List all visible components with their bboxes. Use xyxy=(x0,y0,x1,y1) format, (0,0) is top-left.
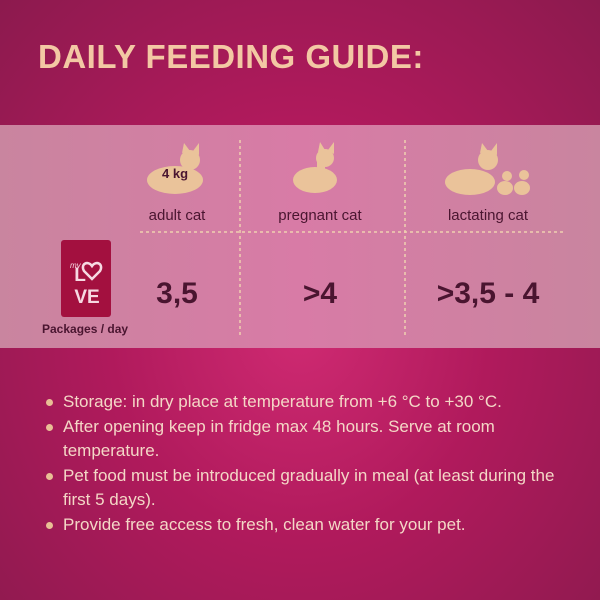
note-item: Pet food must be introduced gradually in… xyxy=(42,464,562,513)
title: DAILY FEEDING GUIDE: xyxy=(38,38,424,75)
column-header: pregnant cat xyxy=(278,207,362,224)
logo-small: my xyxy=(70,261,82,270)
logo-heart xyxy=(81,261,103,281)
logo-top: L xyxy=(74,265,86,286)
value: >3,5 - 4 xyxy=(436,277,540,310)
product-pouch xyxy=(61,240,111,317)
lactating-cats-icon xyxy=(445,143,530,195)
pregnant-cat-icon xyxy=(293,142,337,193)
column-header: lactating cat xyxy=(447,207,529,224)
note-item: Storage: in dry place at temperature fro… xyxy=(42,390,562,415)
notes-list: Storage: in dry place at temperature fro… xyxy=(42,390,562,537)
adult-cat-icon xyxy=(147,143,203,194)
value: >4 xyxy=(302,277,338,310)
note-item: Provide free access to fresh, clean wate… xyxy=(42,513,562,538)
weight-label: 4 kg xyxy=(162,166,189,181)
value: 3,5 xyxy=(156,277,198,310)
logo-bottom: VE xyxy=(74,287,99,308)
column-header: adult cat xyxy=(148,207,206,224)
note-item: After opening keep in fridge max 48 hour… xyxy=(42,415,562,464)
row-label: Packages / day xyxy=(42,322,129,336)
table-graphics: my L VE xyxy=(61,140,565,335)
